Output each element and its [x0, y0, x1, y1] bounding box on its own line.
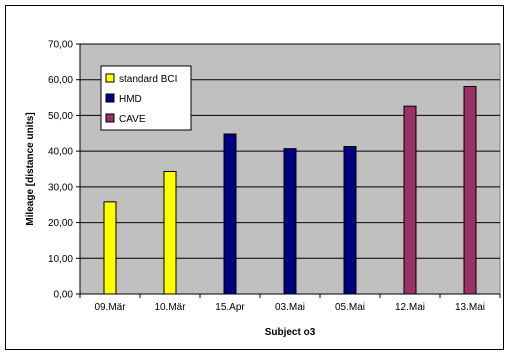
y-tick-label: 10,00: [48, 254, 73, 265]
legend-swatch: [105, 113, 115, 123]
x-tick-label: 03.Mai: [275, 302, 305, 313]
bar: [283, 148, 297, 295]
bar: [163, 171, 177, 295]
bar: [343, 146, 357, 295]
x-axis-title: Subject o3: [265, 327, 316, 338]
legend-swatch: [105, 73, 115, 83]
x-tick-label: 09.Mär: [94, 302, 126, 313]
x-tick-label: 15.Apr: [215, 302, 245, 313]
bar: [223, 133, 237, 295]
x-tick-labels: 09.Mär 10.Mär 15.Apr 03.Mai 05.Mai 12.Mai 13.M…: [94, 302, 485, 313]
bar: [403, 105, 417, 295]
legend-box: [100, 65, 192, 131]
y-axis-title: Mileage [distance units]: [25, 112, 36, 225]
y-tick-label: 20,00: [48, 218, 73, 229]
legend-swatch: [105, 93, 115, 103]
y-tick-label: 0,00: [54, 290, 74, 301]
y-tick-label: 50,00: [48, 111, 73, 122]
axes: [76, 43, 501, 298]
bar: [103, 201, 117, 295]
x-tick-label: 10.Mär: [154, 302, 186, 313]
legend: standard BCI HMD CAVE: [100, 65, 192, 131]
x-tick-label: 12.Mai: [395, 302, 425, 313]
y-tick-labels: 0,00 10,00 20,00 30,00 40,00 50,00 60,00 70,00: [48, 40, 73, 301]
legend-label: CAVE: [119, 114, 146, 125]
legend-label: standard BCI: [119, 74, 177, 85]
x-tick-label: 05.Mai: [335, 302, 365, 313]
y-tick-label: 70,00: [48, 40, 73, 51]
legend-label: HMD: [119, 94, 142, 105]
bar: [463, 86, 477, 295]
y-tick-label: 30,00: [48, 182, 73, 193]
y-tick-label: 40,00: [48, 147, 73, 158]
x-tick-label: 13.Mai: [455, 302, 485, 313]
y-tick-label: 60,00: [48, 75, 73, 86]
